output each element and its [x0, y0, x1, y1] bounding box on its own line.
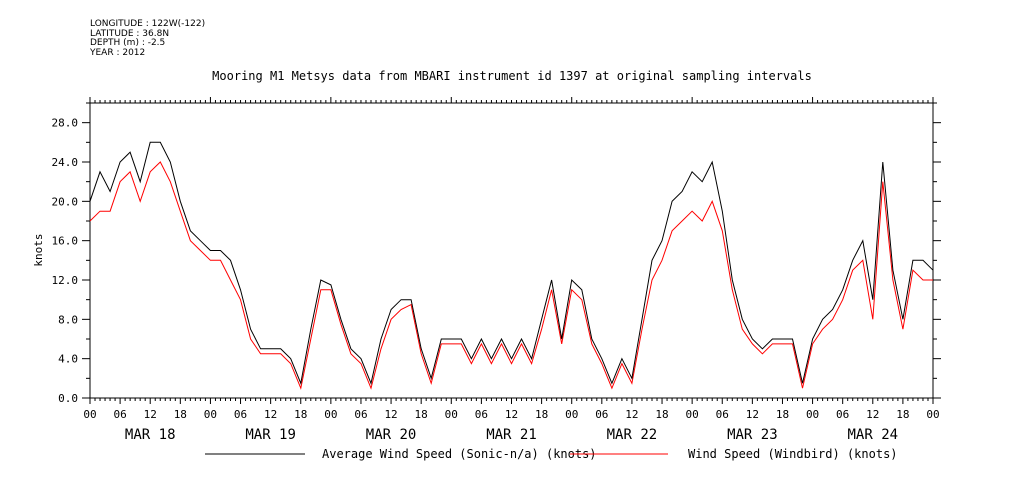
x-tick-labels: 00 06 12 18 00 06 12 18 00 06 12 18 00 06 12 18 00 06 12 18… [83, 408, 939, 421]
legend: Average Wind Speed (Sonic-n/a) (knots) Wi… [205, 447, 898, 461]
x-tick-label: 06 [113, 408, 126, 421]
x-tick-label: 06 [354, 408, 367, 421]
date-label: MAR 19 [245, 427, 296, 443]
year-label: YEAR : 2012 [90, 47, 146, 58]
x-tick-label: 00 [806, 408, 819, 421]
y-tick-label: 28.0 [52, 117, 79, 130]
date-label: MAR 21 [486, 427, 537, 443]
y-tick-label: 12.0 [52, 274, 79, 287]
x-tick-label: 18 [294, 408, 307, 421]
series-line-windbird [89, 161, 933, 390]
longitude-label: LONGITUDE : 122W(-122) [90, 19, 206, 29]
x-tick-label: 06 [716, 408, 729, 421]
chart-title: Mooring M1 Metsys data from MBARI instru… [212, 69, 812, 83]
x-tick-label: 00 [565, 408, 578, 421]
date-label: MAR 24 [847, 427, 898, 443]
axis-ticks [82, 97, 941, 404]
y-tick-label: 0.0 [58, 392, 78, 405]
y-axis-label: knots [32, 233, 45, 266]
x-tick-label: 18 [174, 408, 187, 421]
x-tick-label: 06 [836, 408, 849, 421]
data-series [89, 141, 934, 390]
x-tick-label: 00 [926, 408, 939, 421]
y-tick-labels: 0.0 4.0 8.0 12.0 16.0 20.0 24.0 28.0 [52, 117, 79, 405]
date-label: MAR 23 [727, 427, 778, 443]
x-tick-label: 12 [505, 408, 518, 421]
depth-label: DEPTH (m) : -2.5 [90, 38, 166, 48]
x-tick-label: 18 [415, 408, 428, 421]
series-line-sonic [89, 141, 934, 386]
x-tick-label: 12 [264, 408, 277, 421]
date-label: MAR 18 [125, 427, 176, 443]
x-tick-label: 12 [144, 408, 157, 421]
x-tick-label: 18 [896, 408, 909, 421]
y-tick-label: 16.0 [52, 235, 79, 248]
latitude-label: LATITUDE : 36.8N [90, 28, 170, 39]
y-tick-label: 24.0 [52, 156, 79, 169]
metadata-block: LONGITUDE : 122W(-122) LATITUDE : 36.8N … [90, 19, 206, 58]
x-tick-label: 18 [776, 408, 789, 421]
x-tick-label: 00 [324, 408, 337, 421]
y-tick-label: 4.0 [58, 353, 78, 366]
x-tick-label: 00 [445, 408, 458, 421]
x-tick-label: 12 [746, 408, 759, 421]
date-labels: MAR 18 MAR 19 MAR 20 MAR 21 MAR 22 MAR 23 MAR … [125, 427, 898, 443]
x-tick-label: 12 [384, 408, 397, 421]
x-tick-label: 00 [686, 408, 699, 421]
x-tick-label: 12 [866, 408, 879, 421]
date-label: MAR 20 [366, 427, 417, 443]
x-tick-label: 00 [83, 408, 96, 421]
x-tick-label: 18 [655, 408, 668, 421]
x-tick-label: 00 [204, 408, 217, 421]
x-tick-label: 18 [535, 408, 548, 421]
date-label: MAR 22 [607, 427, 658, 443]
legend-label-sonic: Average Wind Speed (Sonic-n/a) (knots) [322, 447, 597, 461]
x-tick-label: 06 [234, 408, 247, 421]
x-tick-label: 06 [475, 408, 488, 421]
y-tick-label: 20.0 [52, 195, 79, 208]
legend-label-windbird: Wind Speed (Windbird) (knots) [688, 447, 898, 461]
x-tick-label: 12 [625, 408, 638, 421]
y-tick-label: 8.0 [58, 313, 78, 326]
x-tick-label: 06 [595, 408, 608, 421]
